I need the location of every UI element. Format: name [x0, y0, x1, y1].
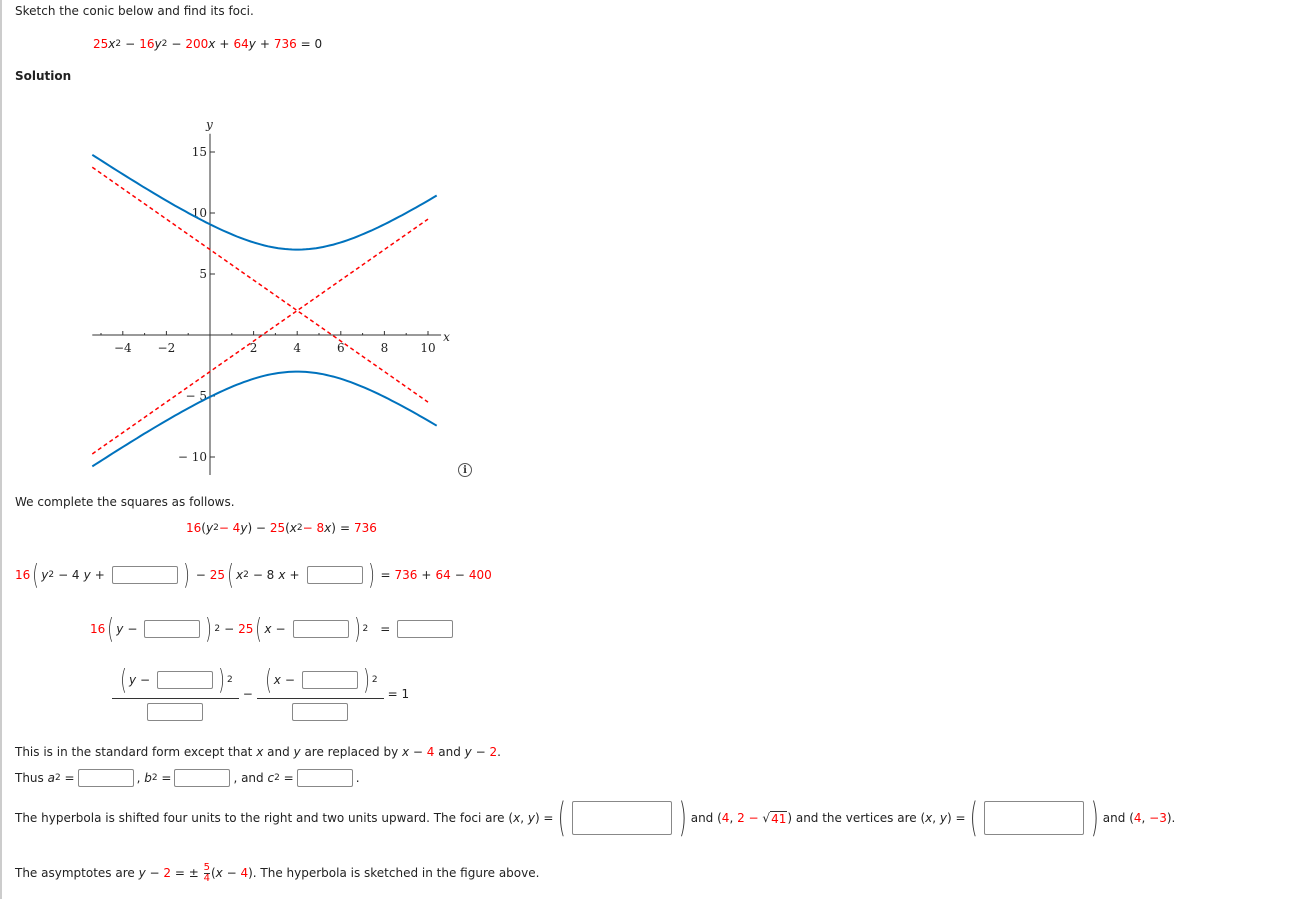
answer-input-x-center[interactable]: [301, 671, 358, 689]
answer-input-vertex[interactable]: [984, 801, 1085, 835]
x-tick-label: 6: [337, 341, 345, 355]
answer-input-a2[interactable]: [77, 769, 134, 787]
question-equation: 25 x 2 −16 y 2 −200 x +64 y +736 = 0: [93, 37, 323, 51]
x-tick-label: −4: [114, 341, 132, 355]
hyperbola-lower-branch: [91, 370, 438, 468]
y-tick-label: − 5: [185, 389, 207, 403]
x-tick-label: −2: [158, 341, 176, 355]
info-icon[interactable]: i: [458, 463, 472, 477]
y-tick-label: 5: [199, 267, 207, 281]
y-axis-label: y: [205, 118, 213, 132]
step-line-4: (y −) 2 − (x −) 2 = 1: [112, 666, 413, 721]
fraction-x: (x −) 2: [256, 666, 384, 721]
asymptote-line: [91, 218, 429, 455]
question-prompt: Sketch the conic below and find its foci…: [15, 4, 254, 18]
answer-input-y-square[interactable]: [111, 566, 178, 584]
answer-input-x-shift[interactable]: [292, 620, 349, 638]
fraction-y: (y −) 2: [112, 666, 239, 721]
foci-line: The hyperbola is shifted four units to t…: [15, 795, 1176, 841]
standard-form-text: This is in the standard form except that…: [15, 745, 501, 759]
step-line-1: 16(y 2 − 4 y) − 25(x 2 − 8 x) = 736: [186, 521, 377, 535]
x-tick-label: 2: [250, 341, 258, 355]
x-tick-label: 8: [381, 341, 389, 355]
answer-input-c2[interactable]: [296, 769, 353, 787]
answer-input-x-square[interactable]: [306, 566, 363, 584]
left-border: [0, 0, 2, 899]
x-tick-label: 10: [420, 341, 435, 355]
step-line-2: 16(y 2− 4 y + ) −25(x 2− 8 x + ) = 736 +64−400: [15, 558, 492, 591]
answer-input-y-shift[interactable]: [144, 620, 201, 638]
answer-input-rhs[interactable]: [397, 620, 454, 638]
asymptote-line: [91, 166, 429, 403]
step-line-3: 16(y − ) 2 −25(x − ) 2 =: [90, 614, 456, 644]
answer-input-focus[interactable]: [572, 801, 673, 835]
solution-heading: Solution: [15, 69, 72, 83]
answer-input-b-squared[interactable]: [292, 703, 349, 721]
asymptotes-line: The asymptotes are y − 2 = ± 5 4(x − 4). …: [15, 861, 540, 884]
answer-input-a-squared[interactable]: [147, 703, 204, 721]
hyperbola-upper-branch: [91, 153, 438, 251]
steps-intro: We complete the squares as follows.: [15, 495, 235, 509]
answer-input-b2[interactable]: [174, 769, 231, 787]
y-tick-label: − 10: [178, 450, 207, 464]
x-axis-label: x: [443, 330, 450, 344]
answer-input-y-center[interactable]: [157, 671, 214, 689]
x-tick-label: 4: [293, 341, 301, 355]
y-tick-label: 15: [192, 145, 207, 159]
